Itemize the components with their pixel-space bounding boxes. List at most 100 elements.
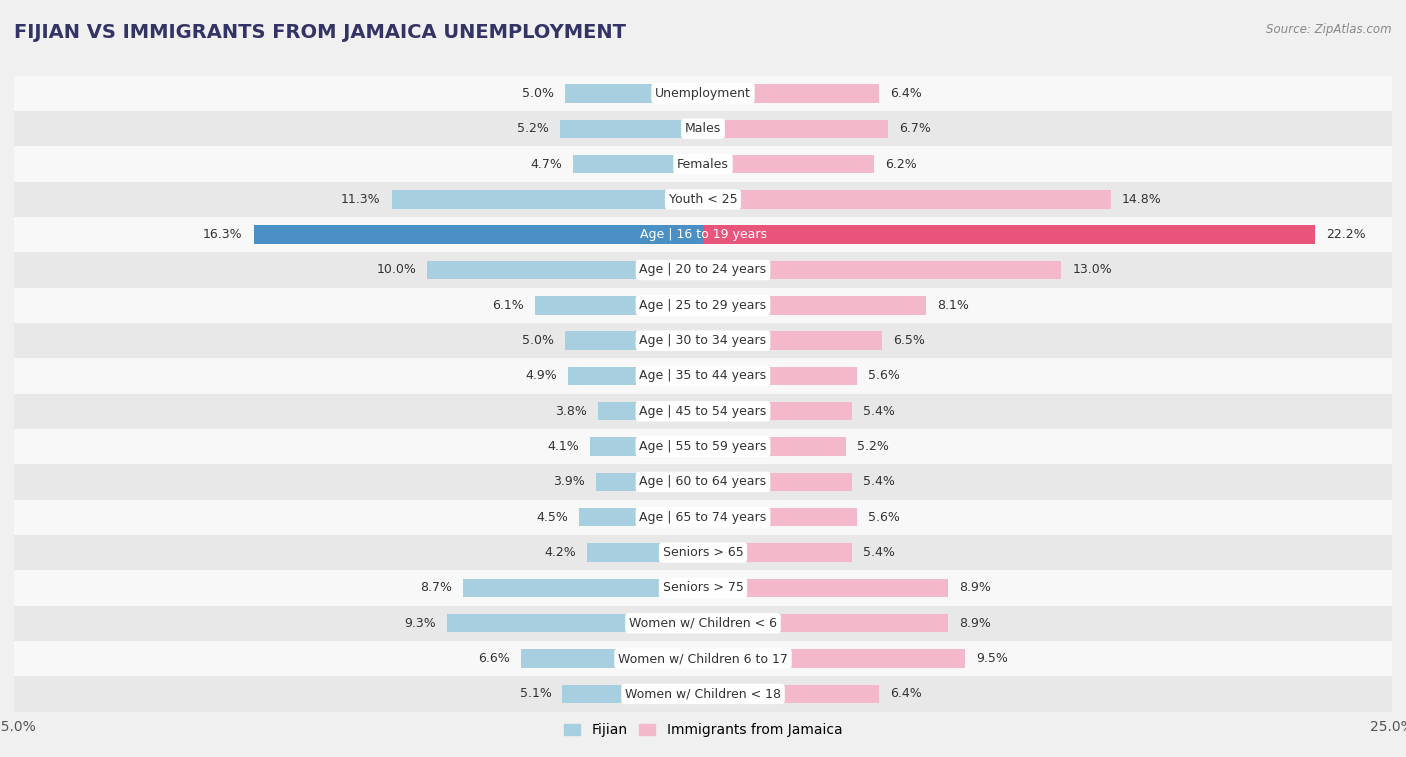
Bar xyxy=(565,84,703,102)
Text: 16.3%: 16.3% xyxy=(202,228,243,241)
Text: 13.0%: 13.0% xyxy=(1073,263,1112,276)
Bar xyxy=(588,544,703,562)
Bar xyxy=(703,438,846,456)
Text: 4.1%: 4.1% xyxy=(547,440,579,453)
Text: Seniors > 65: Seniors > 65 xyxy=(662,546,744,559)
Text: 8.7%: 8.7% xyxy=(420,581,453,594)
Bar xyxy=(703,473,852,491)
Text: 3.9%: 3.9% xyxy=(553,475,585,488)
Bar xyxy=(14,323,1392,358)
Text: 8.9%: 8.9% xyxy=(959,581,991,594)
Bar xyxy=(14,358,1392,394)
Text: Age | 60 to 64 years: Age | 60 to 64 years xyxy=(640,475,766,488)
Bar xyxy=(703,544,852,562)
Text: Females: Females xyxy=(678,157,728,170)
Text: Age | 30 to 34 years: Age | 30 to 34 years xyxy=(640,334,766,347)
Text: Age | 16 to 19 years: Age | 16 to 19 years xyxy=(640,228,766,241)
Bar xyxy=(562,685,703,703)
Text: 6.4%: 6.4% xyxy=(890,87,922,100)
Text: 6.2%: 6.2% xyxy=(884,157,917,170)
Text: 8.9%: 8.9% xyxy=(959,617,991,630)
Bar xyxy=(14,76,1392,111)
Text: Age | 25 to 29 years: Age | 25 to 29 years xyxy=(640,299,766,312)
Bar xyxy=(703,226,1315,244)
Text: 8.1%: 8.1% xyxy=(938,299,969,312)
Bar xyxy=(568,367,703,385)
Text: 6.7%: 6.7% xyxy=(898,122,931,136)
Bar xyxy=(14,641,1392,676)
Bar xyxy=(14,535,1392,570)
Bar xyxy=(14,288,1392,323)
Text: FIJIAN VS IMMIGRANTS FROM JAMAICA UNEMPLOYMENT: FIJIAN VS IMMIGRANTS FROM JAMAICA UNEMPL… xyxy=(14,23,626,42)
Text: 6.5%: 6.5% xyxy=(893,334,925,347)
Bar xyxy=(703,650,965,668)
Text: Age | 35 to 44 years: Age | 35 to 44 years xyxy=(640,369,766,382)
Bar xyxy=(596,473,703,491)
Bar xyxy=(14,182,1392,217)
Text: 5.4%: 5.4% xyxy=(863,405,894,418)
Text: 5.1%: 5.1% xyxy=(520,687,551,700)
Text: Age | 20 to 24 years: Age | 20 to 24 years xyxy=(640,263,766,276)
Text: 4.5%: 4.5% xyxy=(536,511,568,524)
Text: Males: Males xyxy=(685,122,721,136)
Bar xyxy=(703,367,858,385)
Bar xyxy=(14,606,1392,641)
Text: Age | 45 to 54 years: Age | 45 to 54 years xyxy=(640,405,766,418)
Text: 6.6%: 6.6% xyxy=(478,652,510,665)
Bar xyxy=(14,217,1392,252)
Legend: Fijian, Immigrants from Jamaica: Fijian, Immigrants from Jamaica xyxy=(558,718,848,743)
Bar xyxy=(703,84,879,102)
Text: 9.3%: 9.3% xyxy=(404,617,436,630)
Text: 5.0%: 5.0% xyxy=(522,334,554,347)
Text: Age | 65 to 74 years: Age | 65 to 74 years xyxy=(640,511,766,524)
Text: Age | 55 to 59 years: Age | 55 to 59 years xyxy=(640,440,766,453)
Bar xyxy=(703,261,1062,279)
Bar xyxy=(14,252,1392,288)
Bar xyxy=(14,146,1392,182)
Text: Women w/ Children 6 to 17: Women w/ Children 6 to 17 xyxy=(619,652,787,665)
Bar xyxy=(565,332,703,350)
Bar xyxy=(703,190,1111,208)
Bar xyxy=(522,650,703,668)
Text: 4.9%: 4.9% xyxy=(526,369,557,382)
Bar xyxy=(591,438,703,456)
Text: 9.5%: 9.5% xyxy=(976,652,1008,665)
Bar xyxy=(463,579,703,597)
Bar xyxy=(14,429,1392,464)
Bar xyxy=(703,296,927,314)
Bar xyxy=(703,614,948,632)
Bar xyxy=(574,155,703,173)
Text: 5.6%: 5.6% xyxy=(869,511,900,524)
Bar xyxy=(447,614,703,632)
Text: 11.3%: 11.3% xyxy=(340,193,381,206)
Bar xyxy=(703,402,852,420)
Text: 5.6%: 5.6% xyxy=(869,369,900,382)
Text: Unemployment: Unemployment xyxy=(655,87,751,100)
Text: 6.1%: 6.1% xyxy=(492,299,524,312)
Bar xyxy=(392,190,703,208)
Text: Seniors > 75: Seniors > 75 xyxy=(662,581,744,594)
Bar xyxy=(579,508,703,526)
Bar xyxy=(534,296,703,314)
Text: 5.4%: 5.4% xyxy=(863,546,894,559)
Text: Source: ZipAtlas.com: Source: ZipAtlas.com xyxy=(1267,23,1392,36)
Text: 5.2%: 5.2% xyxy=(517,122,548,136)
Bar xyxy=(703,508,858,526)
Bar xyxy=(14,570,1392,606)
Text: 4.7%: 4.7% xyxy=(530,157,562,170)
Bar xyxy=(14,464,1392,500)
Bar xyxy=(703,685,879,703)
Text: 5.4%: 5.4% xyxy=(863,475,894,488)
Text: 10.0%: 10.0% xyxy=(377,263,416,276)
Bar xyxy=(427,261,703,279)
Text: Women w/ Children < 6: Women w/ Children < 6 xyxy=(628,617,778,630)
Bar xyxy=(703,155,875,173)
Text: 3.8%: 3.8% xyxy=(555,405,588,418)
Text: 5.2%: 5.2% xyxy=(858,440,889,453)
Text: 14.8%: 14.8% xyxy=(1122,193,1161,206)
Bar xyxy=(254,226,703,244)
Bar xyxy=(14,676,1392,712)
Bar xyxy=(14,500,1392,535)
Text: Youth < 25: Youth < 25 xyxy=(669,193,737,206)
Text: Women w/ Children < 18: Women w/ Children < 18 xyxy=(626,687,780,700)
